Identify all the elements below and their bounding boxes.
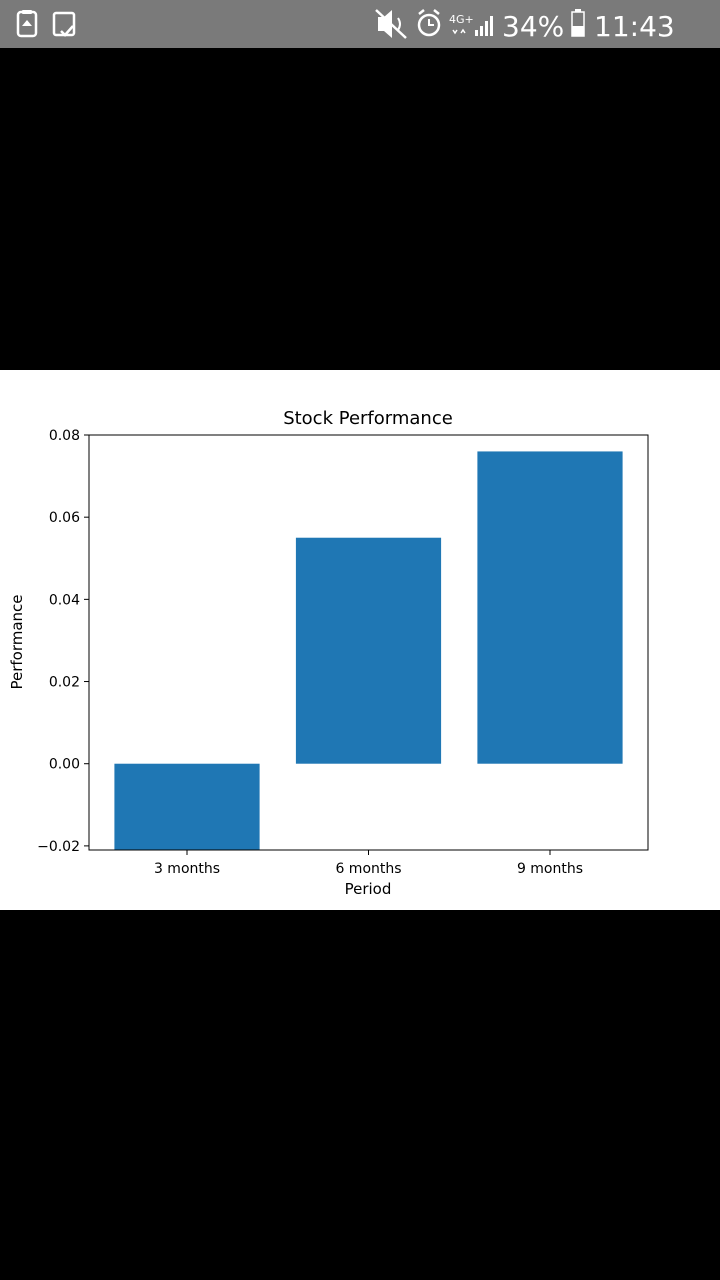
y-tick-label: 0.08 bbox=[49, 428, 80, 444]
clock: 11:43 bbox=[594, 10, 675, 43]
network-type: 4G+ bbox=[449, 13, 474, 26]
y-axis: −0.02 0.00 0.02 0.04 0.06 0.08 bbox=[37, 428, 89, 855]
mute-icon bbox=[375, 9, 407, 39]
status-right-icons: 4G+ 34% 11:43 bbox=[375, 9, 675, 43]
status-bar: 4G+ 34% 11:43 bbox=[0, 0, 720, 48]
chart-panel: Stock Performance −0.02 0.00 0.02 0.04 0.06 0… bbox=[0, 370, 720, 910]
x-tick-label-9-months: 9 months bbox=[517, 861, 583, 877]
bar-9-months bbox=[477, 451, 623, 764]
y-tick-label: 0.00 bbox=[49, 757, 80, 773]
bar-chart: Stock Performance −0.02 0.00 0.02 0.04 0.06 0… bbox=[8, 408, 649, 898]
battery-percent: 34% bbox=[502, 10, 564, 43]
x-tick-label-3-months: 3 months bbox=[154, 861, 220, 877]
bars-layer bbox=[114, 451, 623, 850]
bar-6-months bbox=[295, 537, 442, 764]
battery-icon bbox=[571, 9, 585, 37]
status-left-icons bbox=[16, 10, 76, 38]
bar-3-months bbox=[114, 763, 260, 850]
alarm-icon bbox=[417, 9, 441, 37]
y-tick-label: 0.02 bbox=[49, 675, 80, 691]
x-tick-label-6-months: 6 months bbox=[335, 861, 401, 877]
y-axis-title: Performance bbox=[8, 594, 26, 689]
signal-icon bbox=[475, 16, 493, 36]
y-tick-label: 0.04 bbox=[49, 592, 80, 608]
data-arrows-icon bbox=[452, 28, 466, 35]
y-tick-label: −0.02 bbox=[37, 839, 80, 855]
y-tick-label: 0.06 bbox=[49, 510, 80, 526]
x-axis: 3 months 6 months 9 months bbox=[154, 850, 583, 877]
recycle-icon bbox=[16, 10, 38, 38]
x-axis-title: Period bbox=[345, 880, 392, 898]
chart-title: Stock Performance bbox=[283, 408, 453, 429]
tablet-check-icon bbox=[52, 11, 76, 37]
